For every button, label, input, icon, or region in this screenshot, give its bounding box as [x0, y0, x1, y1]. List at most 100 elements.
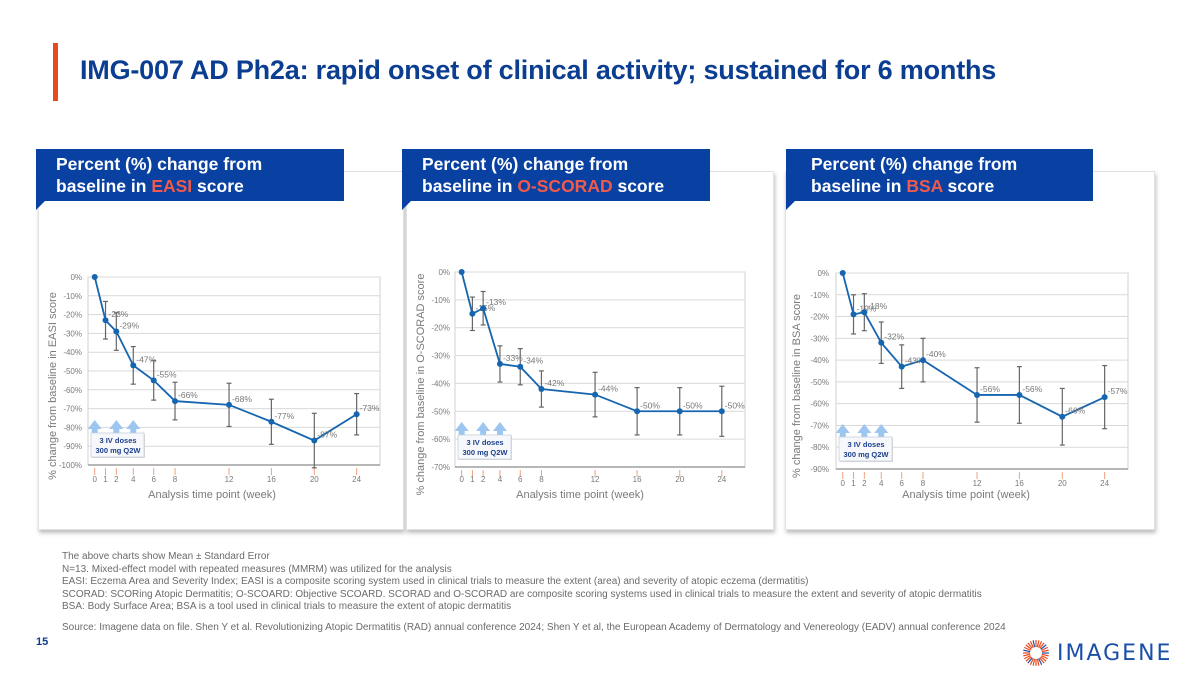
- header-text: score: [612, 176, 665, 196]
- slide-title: IMG-007 AD Ph2a: rapid onset of clinical…: [80, 55, 997, 85]
- x-tick-label: 12: [225, 475, 234, 484]
- y-tick-label: 0%: [438, 268, 450, 277]
- title-accent-bar: [53, 43, 58, 101]
- data-label: -73%: [360, 403, 380, 413]
- y-axis-label: % change from baseline in O-SCORAD score: [415, 274, 427, 496]
- logo-ray: [1032, 640, 1036, 648]
- footnote: N=13. Mixed-effect model with repeated m…: [62, 563, 452, 575]
- y-tick-label: -50%: [431, 407, 450, 416]
- x-tick-label: 1: [103, 475, 108, 484]
- header-tail: [402, 201, 411, 210]
- data-label: -47%: [136, 354, 156, 364]
- x-tick-label: 0: [459, 475, 464, 484]
- y-tick-label: -70%: [810, 421, 829, 430]
- y-tick-label: -30%: [431, 352, 450, 361]
- bsa-card-header: Percent (%) change from baseline in BSA …: [786, 149, 1093, 210]
- data-label: -50%: [725, 400, 745, 410]
- x-axis-label: Analysis time point (week): [148, 489, 276, 501]
- logo-ray: [1036, 658, 1040, 666]
- logo-ray: [1024, 655, 1031, 660]
- y-tick-label: -10%: [63, 292, 82, 301]
- y-tick-label: -40%: [63, 348, 82, 357]
- x-tick-label: 4: [131, 475, 136, 484]
- annotation-text: 300 mg Q2W: [462, 448, 508, 457]
- logo-ray: [1040, 644, 1047, 650]
- annotation-box: [457, 434, 512, 460]
- header-line1: Percent (%) change from: [56, 154, 263, 174]
- data-point: [1016, 391, 1023, 398]
- dose-arrow-icon: [476, 422, 491, 439]
- header-tail: [36, 201, 45, 210]
- easi-card-header: Percent (%) change from baseline in EASI…: [36, 149, 344, 210]
- y-tick-label: -80%: [63, 423, 82, 432]
- x-tick-label: 16: [633, 475, 642, 484]
- annotation-text: 3 IV doses: [466, 438, 503, 447]
- header-text: baseline in: [811, 176, 907, 196]
- data-point: [268, 418, 275, 425]
- header-text: score: [942, 176, 995, 196]
- dose-arrow-icon: [874, 424, 889, 441]
- y-tick-label: -100%: [59, 461, 82, 470]
- y-tick-label: -20%: [63, 311, 82, 320]
- x-tick-label: 24: [352, 475, 361, 484]
- data-label: -77%: [274, 411, 294, 421]
- data-label: -56%: [980, 384, 1000, 394]
- x-tick-label: 0: [92, 475, 97, 484]
- data-point: [592, 391, 599, 398]
- dose-arrow-icon: [87, 420, 102, 437]
- x-tick-label: 4: [498, 475, 503, 484]
- header-highlight: BSA: [906, 176, 943, 196]
- x-tick-label: 20: [1058, 479, 1067, 488]
- data-label: -13%: [486, 297, 506, 307]
- data-point: [480, 305, 487, 312]
- company-logo: IMAGENE: [1021, 638, 1172, 668]
- data-label: -34%: [523, 356, 543, 366]
- data-point: [974, 391, 981, 398]
- dose-arrow-icon: [857, 424, 872, 441]
- logo-ray: [1041, 655, 1048, 660]
- data-label: -66%: [1065, 406, 1085, 416]
- header-line2: baseline in O-SCORAD score: [422, 175, 710, 197]
- data-point: [517, 363, 524, 370]
- y-tick-label: -70%: [431, 463, 450, 472]
- y-tick-label: 0%: [817, 269, 829, 278]
- y-tick-label: -50%: [63, 367, 82, 376]
- header-highlight: EASI: [151, 176, 193, 196]
- footnote: SCORAD: SCORing Atopic Dermatitis; O-SCO…: [62, 588, 982, 600]
- header-text: baseline in: [422, 176, 518, 196]
- dose-arrow-icon: [492, 422, 507, 439]
- y-tick-label: -20%: [810, 313, 829, 322]
- annotation-text: 300 mg Q2W: [95, 446, 141, 455]
- header-text: score: [192, 176, 244, 196]
- data-point: [1059, 413, 1066, 420]
- x-tick-label: 6: [518, 475, 523, 484]
- x-tick-label: 16: [267, 475, 276, 484]
- oscorad-card-header: Percent (%) change from baseline in O-SC…: [402, 149, 710, 210]
- dose-arrow-icon: [126, 420, 141, 437]
- x-tick-label: 12: [591, 475, 600, 484]
- data-point: [496, 360, 503, 367]
- logo-ray: [1029, 641, 1034, 648]
- logo-ray: [1023, 653, 1031, 657]
- page-number: 15: [36, 636, 49, 648]
- y-tick-label: -10%: [431, 296, 450, 305]
- data-point: [469, 310, 476, 317]
- x-tick-label: 2: [114, 475, 119, 484]
- series-line: [841, 272, 1106, 418]
- series-line: [460, 271, 722, 413]
- data-point: [878, 339, 885, 346]
- logo-ray: [1039, 657, 1045, 664]
- data-point: [172, 398, 179, 405]
- footnote: BSA: Body Surface Area; BSA is a tool us…: [62, 601, 512, 613]
- logo-ray: [1036, 640, 1040, 648]
- data-label: -55%: [157, 369, 177, 379]
- logo-ray: [1025, 644, 1032, 650]
- data-label: -19%: [857, 303, 877, 313]
- data-point: [311, 437, 318, 444]
- data-label: -56%: [1022, 384, 1042, 394]
- data-point: [130, 362, 137, 369]
- data-point: [920, 357, 927, 364]
- x-tick-label: 1: [470, 475, 475, 484]
- header-highlight: O-SCORAD: [517, 176, 613, 196]
